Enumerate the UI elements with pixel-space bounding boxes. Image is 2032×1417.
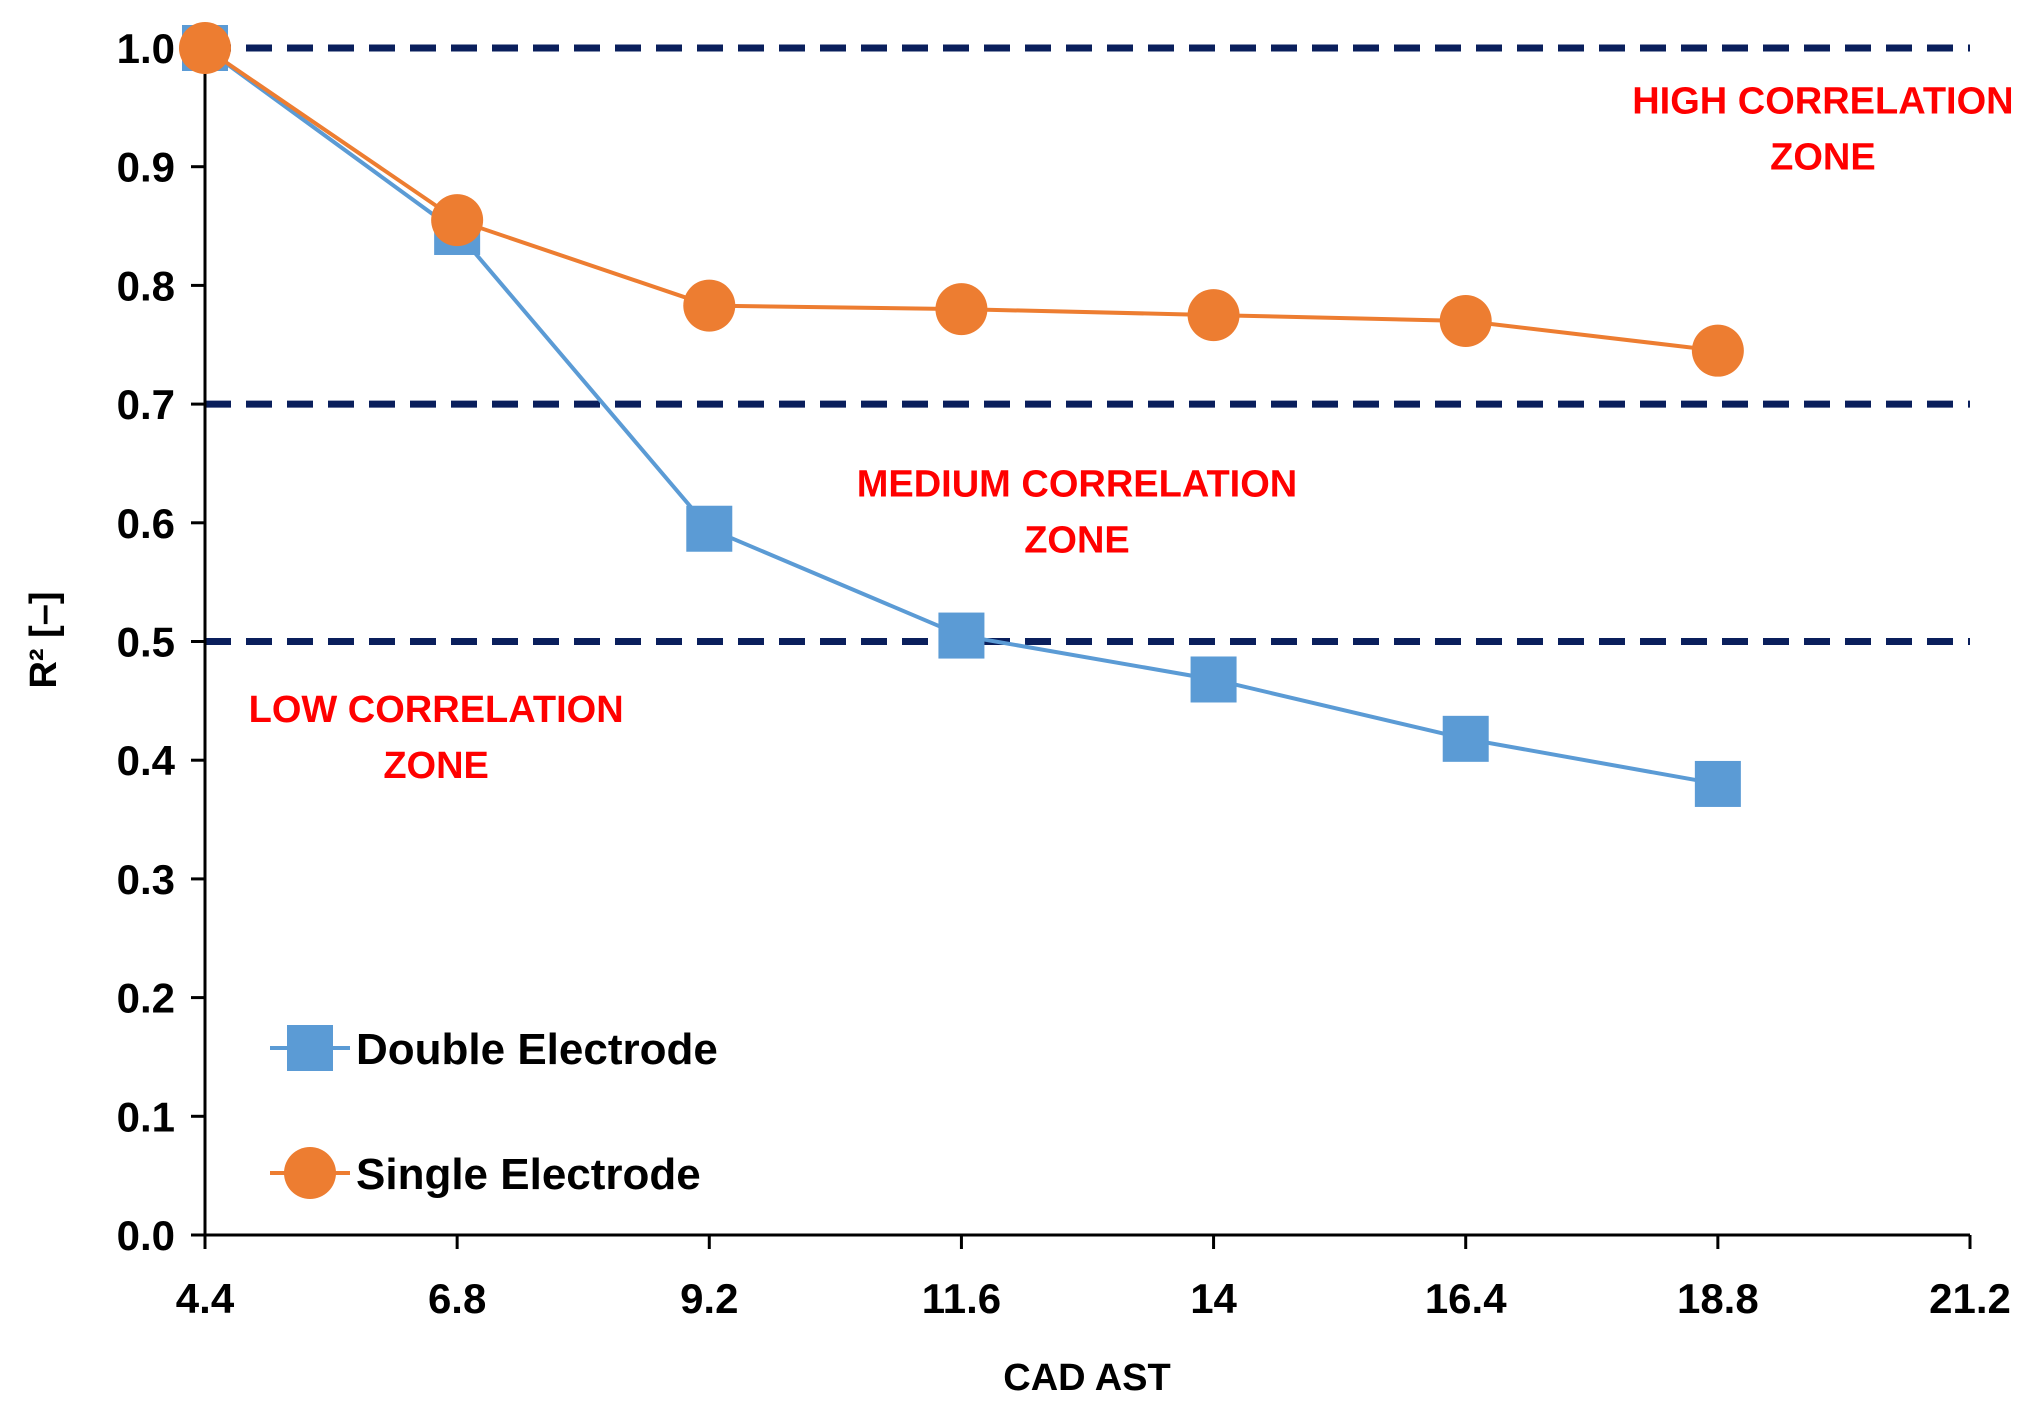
legend: Double Electrode Single Electrode bbox=[270, 1025, 718, 1199]
y-tick-label: 0.3 bbox=[117, 856, 175, 903]
y-ticks: 0.0 0.1 0.2 0.3 0.4 0.5 0.6 0.7 0.8 0.9 1.0 bbox=[117, 25, 205, 1259]
x-tick-label: 11.6 bbox=[922, 1275, 1001, 1322]
zone-label-high: HIGH CORRELATION bbox=[1632, 80, 2013, 122]
zone-label-medium: MEDIUM CORRELATION bbox=[857, 464, 1298, 506]
y-tick-label: 1.0 bbox=[117, 25, 175, 72]
x-tick-label: 6.8 bbox=[428, 1275, 486, 1322]
legend-swatch-marker bbox=[284, 1147, 336, 1199]
data-point bbox=[1442, 715, 1489, 762]
y-tick-label: 0.4 bbox=[117, 737, 176, 784]
legend-label: Double Electrode bbox=[356, 1025, 718, 1074]
data-point bbox=[1439, 295, 1492, 348]
zone-label-medium: ZONE bbox=[1024, 520, 1130, 562]
data-point bbox=[431, 194, 484, 247]
data-point bbox=[1190, 656, 1237, 703]
x-axis-title: CAD AST bbox=[1003, 1357, 1170, 1399]
data-point bbox=[938, 612, 985, 659]
data-point bbox=[1694, 760, 1741, 807]
legend-label: Single Electrode bbox=[356, 1150, 701, 1199]
y-tick-label: 0.5 bbox=[117, 619, 175, 666]
legend-swatch-marker bbox=[287, 1025, 333, 1071]
zone-label-high: ZONE bbox=[1770, 136, 1876, 178]
zone-label-low: LOW CORRELATION bbox=[249, 689, 624, 731]
x-tick-label: 9.2 bbox=[680, 1275, 738, 1322]
x-tick-label: 21.2 bbox=[1929, 1275, 2011, 1322]
y-tick-label: 0.8 bbox=[117, 262, 175, 309]
reference-lines bbox=[205, 44, 1970, 645]
x-tick-label: 4.4 bbox=[176, 1275, 235, 1322]
series bbox=[179, 22, 1744, 807]
x-tick-label: 18.8 bbox=[1677, 1275, 1759, 1322]
axes bbox=[203, 40, 1970, 1237]
data-point bbox=[686, 505, 733, 552]
data-point bbox=[1187, 289, 1240, 342]
data-point bbox=[683, 279, 736, 332]
series-line bbox=[203, 46, 1719, 786]
data-point bbox=[179, 22, 231, 74]
y-tick-label: 0.9 bbox=[117, 144, 175, 191]
x-tick-label: 16.4 bbox=[1425, 1275, 1507, 1322]
y-tick-label: 0.7 bbox=[117, 381, 175, 428]
y-tick-label: 0.2 bbox=[117, 975, 175, 1022]
data-point bbox=[935, 283, 988, 336]
zone-annotations: HIGH CORRELATION ZONE MEDIUM CORRELATION ZO… bbox=[249, 80, 2014, 787]
zone-label-low: ZONE bbox=[383, 745, 489, 787]
series-1 bbox=[179, 22, 1744, 377]
y-tick-label: 0.0 bbox=[117, 1212, 175, 1259]
data-point bbox=[1691, 324, 1744, 377]
y-tick-label: 0.6 bbox=[117, 500, 175, 547]
x-ticks: 4.4 6.8 9.2 11.6 14 16.4 18.8 21.2 bbox=[176, 1235, 2011, 1322]
x-tick-label: 14 bbox=[1190, 1275, 1237, 1322]
y-axis-title: R² [–] bbox=[23, 591, 65, 688]
y-tick-label: 0.1 bbox=[117, 1093, 175, 1140]
